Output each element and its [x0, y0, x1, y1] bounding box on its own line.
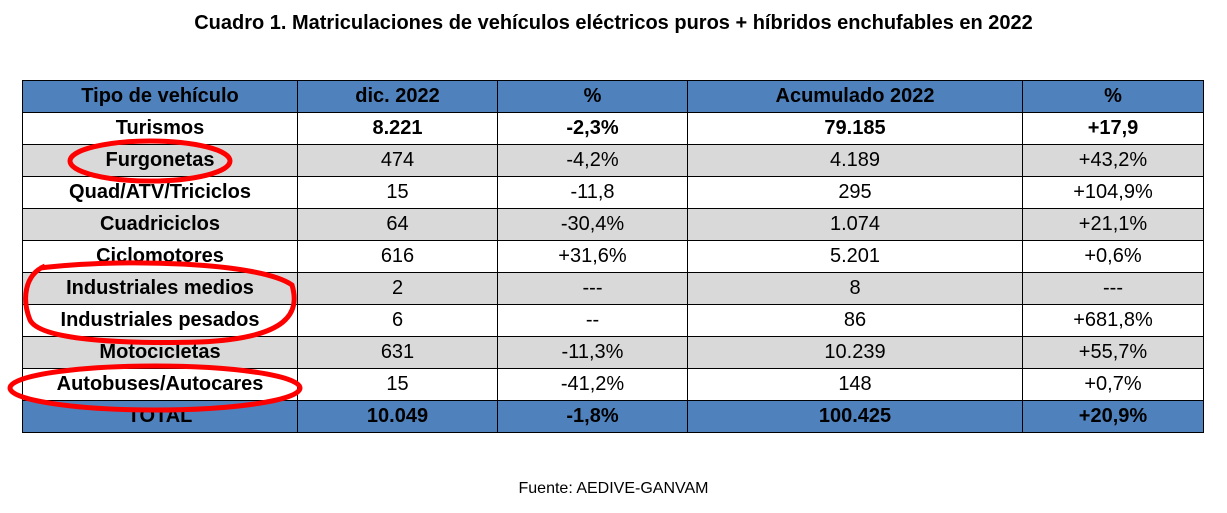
value-cell: -2,3%: [497, 112, 688, 145]
vehicle-type-cell: Turismos: [22, 112, 298, 145]
value-cell: -1,8%: [497, 400, 688, 433]
table-row: Industriales pesados 6 -- 86 +681,8%: [22, 304, 1204, 337]
value-cell: -30,4%: [497, 208, 688, 241]
value-cell: --: [497, 304, 688, 337]
value-cell: 4.189: [687, 144, 1023, 177]
table-row: Cuadriciclos 64 -30,4% 1.074 +21,1%: [22, 208, 1204, 241]
value-cell: 15: [297, 368, 498, 401]
value-cell: 8: [687, 272, 1023, 305]
header-cell: dic. 2022: [297, 80, 498, 113]
vehicle-type-cell: Industriales medios: [22, 272, 298, 305]
value-cell: +55,7%: [1022, 336, 1204, 369]
value-cell: 631: [297, 336, 498, 369]
table-row: Ciclomotores 616 +31,6% 5.201 +0,6%: [22, 240, 1204, 273]
value-cell: -41,2%: [497, 368, 688, 401]
vehicle-type-cell: Quad/ATV/Triciclos: [22, 176, 298, 209]
value-cell: 79.185: [687, 112, 1023, 145]
value-cell: 295: [687, 176, 1023, 209]
value-cell: 6: [297, 304, 498, 337]
value-cell: 10.049: [297, 400, 498, 433]
vehicle-type-cell: Industriales pesados: [22, 304, 298, 337]
value-cell: -4,2%: [497, 144, 688, 177]
value-cell: +0,6%: [1022, 240, 1204, 273]
value-cell: 5.201: [687, 240, 1023, 273]
value-cell: 616: [297, 240, 498, 273]
table-row: TOTAL 10.049 -1,8% 100.425 +20,9%: [22, 400, 1204, 433]
header-row: Tipo de vehículo dic. 2022% Acumulado 2022…: [22, 80, 1204, 113]
value-cell: +104,9%: [1022, 176, 1204, 209]
value-cell: 86: [687, 304, 1023, 337]
value-cell: 8.221: [297, 112, 498, 145]
value-cell: +681,8%: [1022, 304, 1204, 337]
value-cell: -11,3%: [497, 336, 688, 369]
value-cell: +17,9: [1022, 112, 1204, 145]
value-cell: 100.425: [687, 400, 1023, 433]
value-cell: +21,1%: [1022, 208, 1204, 241]
value-cell: 64: [297, 208, 498, 241]
table-row: Industriales medios 2 --- 8 ---: [22, 272, 1204, 305]
source-note: Fuente: AEDIVE-GANVAM: [518, 480, 709, 497]
title: Cuadro 1. Matriculaciones de vehículos e…: [194, 12, 1033, 34]
vehicle-type-cell: Ciclomotores: [22, 240, 298, 273]
header-cell: %: [497, 80, 688, 113]
header-cell: Tipo de vehículo: [22, 80, 298, 113]
value-cell: ---: [497, 272, 688, 305]
value-cell: 10.239: [687, 336, 1023, 369]
vehicle-type-cell: Autobuses/Autocares: [22, 368, 298, 401]
value-cell: 474: [297, 144, 498, 177]
value-cell: +0,7%: [1022, 368, 1204, 401]
table-row: Autobuses/Autocares 15 -41,2% 148 +0,7%: [22, 368, 1204, 401]
header-cell: %: [1022, 80, 1204, 113]
value-cell: 15: [297, 176, 498, 209]
value-cell: +31,6%: [497, 240, 688, 273]
registrations-table: Tipo de vehículo dic. 2022% Acumulado 2022…: [22, 80, 1204, 433]
vehicle-type-cell: Cuadriciclos: [22, 208, 298, 241]
value-cell: 148: [687, 368, 1023, 401]
table-row: Furgonetas 474 -4,2% 4.189 +43,2%: [22, 144, 1204, 177]
value-cell: 2: [297, 272, 498, 305]
value-cell: +43,2%: [1022, 144, 1204, 177]
value-cell: -11,8: [497, 176, 688, 209]
vehicle-type-cell: Motocicletas: [22, 336, 298, 369]
vehicle-type-cell: Furgonetas: [22, 144, 298, 177]
vehicle-type-cell: TOTAL: [22, 400, 298, 433]
table-row: Turismos 8.221 -2,3% 79.185 +17,9: [22, 112, 1204, 145]
table-row: Motocicletas 631 -11,3% 10.239 +55,7%: [22, 336, 1204, 369]
value-cell: ---: [1022, 272, 1204, 305]
table-row: Quad/ATV/Triciclos 15 -11,8 295 +104,9%: [22, 176, 1204, 209]
header-cell: Acumulado 2022: [687, 80, 1023, 113]
value-cell: 1.074: [687, 208, 1023, 241]
value-cell: +20,9%: [1022, 400, 1204, 433]
